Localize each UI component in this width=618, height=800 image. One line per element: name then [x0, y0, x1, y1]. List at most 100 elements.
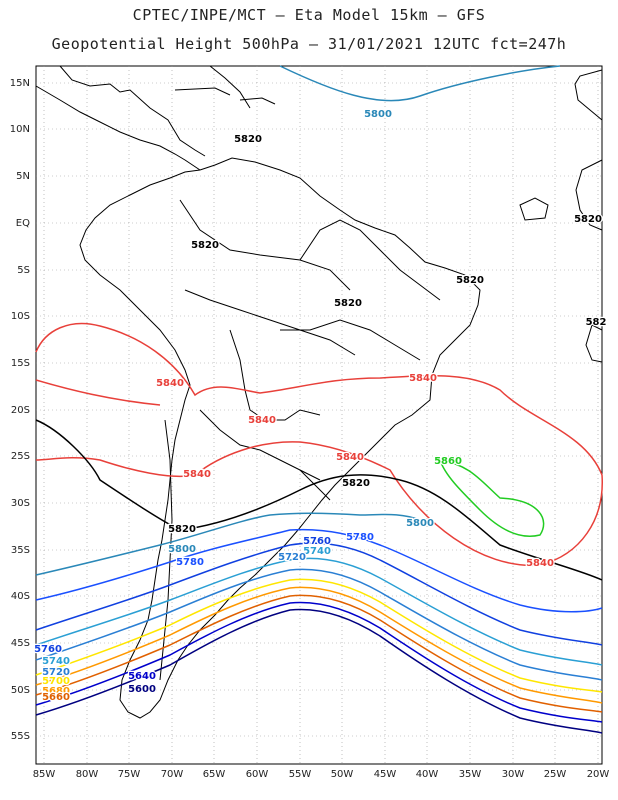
- contour-5760: [35, 542, 603, 646]
- contour-label-5840: 5840: [156, 378, 184, 389]
- lon-tick-label: 75W: [118, 769, 141, 780]
- coastlines: [35, 65, 603, 719]
- contour-label-5720: 5720: [42, 667, 70, 678]
- lon-tick-label: 80W: [76, 769, 99, 780]
- contour-5680: [35, 586, 603, 704]
- contour-label-5820: 5820: [342, 478, 370, 489]
- contour-label-5820: 5820: [574, 214, 602, 225]
- contour-5840-west: [35, 379, 161, 406]
- lat-tick-label: 40S: [11, 591, 30, 602]
- lat-tick-label: 55S: [11, 731, 30, 742]
- lat-tick-label: 30S: [11, 498, 30, 509]
- contour-labels: 5800 5820 5820 5820 5820 5820 582 5840 5840 5840 5…: [33, 108, 608, 705]
- contour-label-5840: 5840: [526, 558, 554, 569]
- contour-label-5680: 5680: [42, 686, 70, 697]
- contour-5780: [35, 528, 603, 613]
- caribbean-islands: [209, 65, 251, 109]
- contour-5700: [35, 578, 603, 693]
- contour-label-5600: 5600: [128, 684, 156, 695]
- lon-tick-label: 20W: [587, 769, 610, 780]
- lat-tick-label: 5N: [16, 171, 30, 182]
- central-america-coast-pacific: [35, 85, 201, 171]
- contours: [35, 65, 603, 734]
- contour-5820: [35, 419, 603, 581]
- contour-5720: [35, 568, 603, 681]
- map-title: CPTEC/INPE/MCT – Eta Model 15km – GFS: [132, 6, 486, 24]
- lon-tick-label: 85W: [33, 769, 56, 780]
- lat-tick-label: 35S: [11, 545, 30, 556]
- contour-5800-north: [279, 65, 561, 102]
- africa-coast-gulf: [575, 159, 603, 231]
- map-frame: [35, 65, 603, 765]
- contour-label-5840: 5840: [409, 373, 437, 384]
- central-america-coast-caribbean: [59, 65, 206, 157]
- border-north: [179, 199, 351, 291]
- map-subtitle: Geopotential Height 500hPa – 31/01/2021 …: [51, 35, 567, 53]
- contour-5600: [35, 608, 603, 734]
- contour-label-5760: 5760: [303, 536, 331, 547]
- contour-label-5820: 5820: [234, 134, 262, 145]
- south-america-coast: [79, 157, 481, 719]
- contour-label-5800: 5800: [364, 109, 392, 120]
- lat-tick-label: 15N: [10, 78, 30, 89]
- lon-tick-label: 70W: [161, 769, 184, 780]
- africa-coast-south: [585, 324, 603, 363]
- contour-label-5840: 5840: [248, 415, 276, 426]
- contour-label-5800: 5800: [406, 518, 434, 529]
- lat-tick-label: 10S: [11, 311, 30, 322]
- contour-5800: [35, 512, 421, 576]
- contour-label-5820: 5820: [456, 275, 484, 286]
- lat-tick-label: 20S: [11, 405, 30, 416]
- lat-tick-label: EQ: [16, 218, 30, 229]
- contour-label-5660: 5660: [42, 692, 70, 703]
- contour-label-582: 582: [586, 317, 607, 328]
- hispaniola-outline: [239, 97, 276, 105]
- lat-tick-label: 15S: [11, 358, 30, 369]
- contour-label-5860: 5860: [434, 456, 462, 467]
- lon-tick-label: 55W: [289, 769, 312, 780]
- lat-tick-label: 45S: [11, 638, 30, 649]
- contour-label-5700: 5700: [42, 676, 70, 687]
- lon-tick-label: 35W: [459, 769, 482, 780]
- border-bolivia-paraguay: [229, 329, 321, 421]
- lon-tick-label: 65W: [203, 769, 226, 780]
- contour-label-5760: 5760: [34, 644, 62, 655]
- lat-tick-label: 5S: [17, 265, 30, 276]
- border-brazil-north: [299, 219, 441, 301]
- contour-label-5740: 5740: [303, 546, 331, 557]
- contour-label-5820: 5820: [334, 298, 362, 309]
- lat-tick-label: 50S: [11, 685, 30, 696]
- lon-tick-label: 25W: [544, 769, 567, 780]
- contour-label-5800: 5800: [168, 544, 196, 555]
- contour-label-5780: 5780: [346, 532, 374, 543]
- contour-5640: [35, 601, 603, 723]
- contour-label-5840: 5840: [183, 469, 211, 480]
- contour-label-5720: 5720: [278, 552, 306, 563]
- axis-ticks: 15N10N5NEQ5S10S15S20S25S30S35S40S45S50S5…: [10, 78, 610, 780]
- lon-tick-label: 45W: [374, 769, 397, 780]
- lon-tick-label: 60W: [246, 769, 269, 780]
- contour-label-5640: 5640: [128, 671, 156, 682]
- border-central: [184, 289, 356, 356]
- border-uruguay: [299, 469, 331, 501]
- contour-label-5780: 5780: [176, 557, 204, 568]
- lon-tick-label: 40W: [416, 769, 439, 780]
- graticule: [36, 66, 602, 764]
- contour-label-5820: 5820: [191, 240, 219, 251]
- lon-tick-label: 30W: [502, 769, 525, 780]
- contour-label-5840: 5840: [336, 452, 364, 463]
- contour-label-5740: 5740: [42, 656, 70, 667]
- contour-5840: [35, 322, 603, 567]
- lon-tick-label: 50W: [331, 769, 354, 780]
- lat-tick-label: 10N: [10, 124, 30, 135]
- africa-coast-north: [574, 69, 603, 121]
- cuba-outline: [174, 87, 231, 96]
- border-brazil-states: [280, 319, 421, 361]
- contour-label-5820: 5820: [168, 524, 196, 535]
- lat-tick-label: 25S: [11, 451, 30, 462]
- contour-5860: [439, 459, 545, 537]
- island-outline: [519, 197, 549, 221]
- contour-5740: [35, 557, 603, 666]
- contour-5660: [35, 594, 603, 713]
